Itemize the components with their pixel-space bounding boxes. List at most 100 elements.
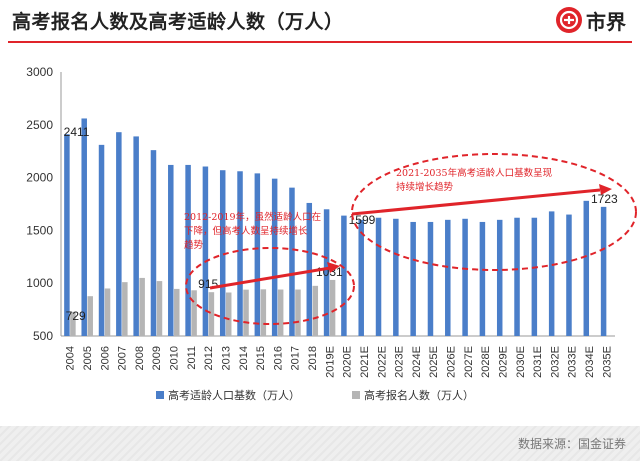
bar-age-population <box>393 218 399 336</box>
bar-age-population <box>479 221 486 336</box>
x-tick-label: 2020E <box>342 346 354 378</box>
x-tick-label: 2011 <box>186 346 198 370</box>
bar-chart: 500 1000 1500 2000 2500 3000 2004 2005 2006 2007 2… <box>26 65 637 402</box>
bar-age-population <box>150 150 157 336</box>
bar-age-population <box>427 221 434 336</box>
x-tick-label: 2017 <box>290 346 302 370</box>
bar-age-population <box>289 187 295 336</box>
data-label: 915 <box>198 277 218 291</box>
x-tick-label: 2034E <box>584 346 596 378</box>
bar-age-population <box>566 214 572 336</box>
x-tick-label: 2004 <box>65 346 77 370</box>
footer-band <box>0 426 640 461</box>
annotation-text: 下降，但高考人数呈持续增长 <box>184 225 308 237</box>
page-title: 高考报名人数及高考适龄人数（万人） <box>12 11 344 33</box>
data-label: 1723 <box>591 192 618 206</box>
annotation-text: 2012-2019年，虽然适龄人口在 <box>184 211 321 223</box>
header: 高考报名人数及高考适龄人数（万人） 市界 <box>0 0 640 40</box>
bar-age-population <box>81 118 87 337</box>
bar-age-population <box>98 144 105 336</box>
bar-age-population <box>168 164 174 336</box>
legend-swatch-applicants <box>352 391 360 399</box>
bar-age-population <box>133 136 139 336</box>
x-tick-label: 2013 <box>220 346 232 370</box>
x-tick-label: 2012 <box>203 346 215 370</box>
bar-age-population <box>514 217 520 336</box>
data-label: 2411 <box>64 125 90 139</box>
bar-age-population <box>237 171 243 336</box>
x-tick-label: 2006 <box>99 346 111 370</box>
bar-age-population <box>410 221 416 336</box>
brand-logo: 市界 <box>556 5 626 35</box>
bar-age-population <box>358 219 364 336</box>
bar-applicants <box>122 282 128 336</box>
bar-age-population <box>462 218 468 336</box>
x-tick-label: 2023E <box>394 346 406 378</box>
y-tick-label: 2500 <box>26 118 53 132</box>
bar-applicants <box>174 288 180 336</box>
bar-age-population <box>64 134 70 336</box>
bar-applicants <box>208 292 215 336</box>
trend-arrow-line <box>351 188 601 216</box>
bar-applicants <box>104 288 111 336</box>
bar-applicants <box>243 289 249 336</box>
y-tick-label: 2000 <box>26 171 53 185</box>
x-tick-label: 2028E <box>480 346 492 378</box>
x-tick-label: 2025E <box>428 346 440 378</box>
x-tick-label: 2010 <box>169 346 181 370</box>
bar-age-population <box>202 166 209 336</box>
legend-swatch-age-population <box>156 391 164 399</box>
annotation-text: 2021-2035年高考适龄人口基数呈现 <box>396 167 553 179</box>
bar-applicants <box>70 311 76 336</box>
bar-applicants <box>260 289 267 336</box>
bar-age-population <box>600 206 607 336</box>
source-note: 数据来源：国金证券 <box>517 437 626 451</box>
x-tick-label: 2007 <box>117 346 129 370</box>
y-tick-label: 1500 <box>26 223 53 237</box>
bar-applicants <box>87 296 93 336</box>
x-tick-label: 2016 <box>272 346 284 370</box>
bar-age-population <box>254 173 261 336</box>
x-tick-label: 2014 <box>238 346 250 370</box>
x-tick-label: 2029E <box>497 346 509 378</box>
bar-age-population <box>548 211 555 336</box>
bar-age-population <box>323 209 330 336</box>
trend-arrow-line <box>209 266 331 290</box>
x-tick-label: 2015 <box>255 346 267 370</box>
bar-age-population <box>116 132 122 336</box>
x-tick-label: 2022E <box>376 346 388 378</box>
x-tick-label: 2008 <box>134 346 146 370</box>
trend-arrow-head <box>599 184 612 195</box>
bar-applicants <box>225 292 232 336</box>
coin-icon <box>556 7 582 33</box>
x-tick-label: 2030E <box>515 346 527 378</box>
bar-age-population <box>583 200 590 336</box>
x-tick-label: 2024E <box>411 346 423 378</box>
x-tick-label: 2018 <box>307 346 319 370</box>
y-tick-label: 500 <box>33 329 53 343</box>
bar-applicants <box>295 289 301 336</box>
bar-applicants <box>329 279 336 336</box>
x-tick-label: 2019E <box>324 346 336 378</box>
annotation-ellipse <box>351 153 637 271</box>
bar-age-population <box>271 178 278 336</box>
annotation-text: 趋势 <box>184 239 204 251</box>
x-tick-label: 2009 <box>151 346 163 370</box>
bar-applicants <box>191 290 197 336</box>
bar-age-population <box>375 217 382 336</box>
x-tick-label: 2032E <box>549 346 561 378</box>
brand-name: 市界 <box>586 9 626 34</box>
bar-age-population <box>445 219 451 336</box>
bar-age-population <box>341 215 347 336</box>
legend-label: 高考报名人数（万人） <box>364 388 474 402</box>
data-label: 729 <box>66 309 86 323</box>
x-tick-label: 2005 <box>82 346 94 370</box>
bar-applicants <box>139 277 145 336</box>
bar-age-population <box>306 202 313 336</box>
x-tick-label: 2033E <box>567 346 579 378</box>
annotation-ellipse <box>185 247 355 325</box>
bar-age-population <box>531 217 538 336</box>
x-tick-label: 2035E <box>601 346 613 378</box>
bar-applicants <box>156 281 163 336</box>
x-tick-label: 2031E <box>532 346 544 378</box>
